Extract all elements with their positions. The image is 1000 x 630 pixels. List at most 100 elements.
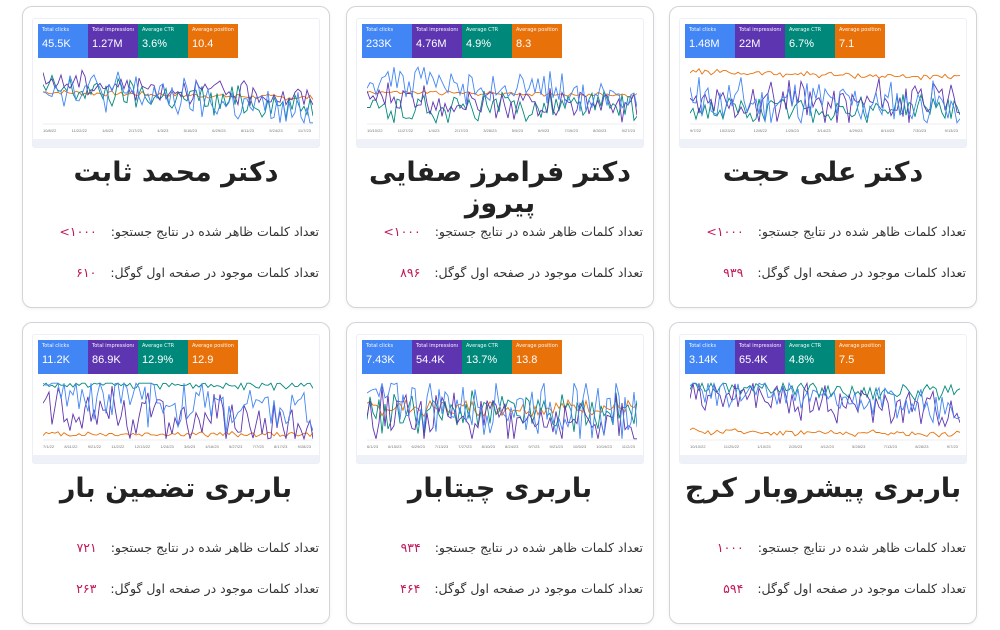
metric-total-clicks[interactable]: Total clicks 7.43K [362,340,412,374]
search-console-screenshot: Total clicks 45.5K Total impressions 1.27M… [33,19,319,147]
metric-value: 6.7% [789,38,815,50]
trend-lines [690,68,960,125]
metric-average-ctr[interactable]: Average CTR 3.6% [138,24,188,58]
metric-total-impressions[interactable]: Total impressions 86.9K [88,340,138,374]
date-tick-label: 9/7/23 [946,444,958,449]
metric-tiles: Total clicks 3.14K Total impressions 65.4K… [685,340,885,374]
date-tick-label: 6/1/23 [367,444,379,449]
date-tick-label: 3/14/23 [817,128,831,133]
date-tick-label: 2/25/23 [788,444,803,449]
metric-average-ctr[interactable]: Average CTR 13.7% [462,340,512,374]
metric-value: 4.8% [789,354,815,366]
keywords-first-page-value: ۵۹۴ [723,580,744,596]
metric-total-clicks[interactable]: Total clicks 45.5K [38,24,88,58]
date-tick-label: 1/24/23 [160,444,174,449]
metric-label: Average CTR [789,27,822,33]
metric-total-impressions[interactable]: Total impressions 22M [735,24,785,58]
date-tick-label: 6/29/23 [212,128,226,133]
metric-value: 10.4 [192,38,214,50]
metric-label: Total clicks [42,343,70,349]
metric-tiles: Total clicks 45.5K Total impressions 1.27M… [38,24,238,58]
date-tick-label: 8/24/23 [505,444,519,449]
metric-average-position[interactable]: Average position 10.4 [188,24,238,58]
metric-label: Total impressions [92,27,134,33]
metric-average-ctr[interactable]: Average CTR 12.9% [138,340,188,374]
metric-average-position[interactable]: Average position 13.8 [512,340,562,374]
date-axis: 9/7/22 10/23/22 12/8/22 1/25/23 3/14/23 4/29/… [690,128,958,133]
date-axis: 10/10/22 11/25/22 1/10/23 2/25/23 4/12/23 5/2… [690,444,958,449]
metric-total-clicks[interactable]: Total clicks 11.2K [38,340,88,374]
metric-average-ctr[interactable]: Average CTR 6.7% [785,24,835,58]
metric-label: Total clicks [689,27,717,33]
card-title: باربری چیتابار [407,473,593,504]
metric-value: 12.9% [142,354,174,366]
metric-total-clicks[interactable]: Total clicks 233K [362,24,412,58]
performance-line-chart [690,65,960,125]
trend-lines [367,382,637,441]
report-card: Total clicks 45.5K Total impressions 1.27M… [22,6,330,308]
date-tick-label: 7/19/23 [564,128,578,133]
date-tick-label: 9/21/22 [87,444,102,449]
metric-label: Total impressions [739,27,781,33]
report-card: Total clicks 7.43K Total impressions 54.4K… [346,322,654,624]
trend-lines [367,66,637,125]
date-tick-label: 10/19/23 [596,444,612,449]
clicks-series-line [43,381,313,434]
metric-value: 1.48M [689,38,720,50]
keywords-first-page-value: ۲۶۳ [76,580,97,596]
metric-average-position[interactable]: Average position 8.3 [512,24,562,58]
metric-tiles: Total clicks 7.43K Total impressions 54.4K… [362,340,562,374]
metric-label: Average CTR [466,343,499,349]
report-card: Total clicks 3.14K Total impressions 65.4K… [669,322,977,624]
keywords-shown-label: تعداد کلمات ظاهر شده در نتایج جستجو: [110,539,319,555]
date-tick-label: 1/25/23 [785,128,799,133]
date-tick-label: 9/28/23 [297,444,311,449]
metric-label: Average position [192,27,234,33]
date-tick-label: 2/17/23 [454,128,468,133]
metric-average-position[interactable]: Average position 7.5 [835,340,885,374]
keywords-first-page-row: تعداد کلمات موجود در صفحه اول گوگل: ۹۳۹ [723,262,966,282]
impressions-series-line [43,68,313,107]
date-tick-label: 8/11/23 [240,128,254,133]
metric-total-impressions[interactable]: Total impressions 1.27M [88,24,138,58]
keywords-first-page-label: تعداد کلمات موجود در صفحه اول گوگل: [110,264,319,280]
metric-average-position[interactable]: Average position 12.9 [188,340,238,374]
card-title: باربری پیشروبار کرج [684,473,962,504]
trend-lines [43,381,313,441]
chart-footer-band [357,139,643,147]
chart-footer-band [680,455,966,463]
metric-total-clicks[interactable]: Total clicks 3.14K [685,340,735,374]
chart-footer-band [33,139,319,147]
ctr-series-line [43,382,313,392]
keywords-shown-value: ۹۳۴ [400,539,421,555]
metric-average-ctr[interactable]: Average CTR 4.9% [462,24,512,58]
metric-total-impressions[interactable]: Total impressions 54.4K [412,340,462,374]
metric-total-impressions[interactable]: Total impressions 65.4K [735,340,785,374]
clicks-series-line [367,66,637,112]
keywords-shown-value: ۱۰۰۰> [706,223,744,239]
search-console-screenshot: Total clicks 7.43K Total impressions 54.4K… [357,335,643,463]
metric-total-impressions[interactable]: Total impressions 4.76M [412,24,462,58]
card-title: دکتر محمد ثابت [73,157,279,188]
clicks-series-line [43,71,313,125]
keywords-shown-row: تعداد کلمات ظاهر شده در نتایج جستجو: ۷۲۱ [77,537,319,557]
date-tick-label: 12/8/22 [753,128,767,133]
metric-average-position[interactable]: Average position 7.1 [835,24,885,58]
metric-value: 233K [366,38,392,50]
ctr-series-line [690,93,960,124]
metric-total-clicks[interactable]: Total clicks 1.48M [685,24,735,58]
date-tick-label: 10/23/22 [719,128,736,133]
metric-value: 8.3 [516,38,532,50]
date-tick-label: 7/1/22 [43,444,55,449]
keywords-shown-value: ۱۰۰۰ [716,539,744,555]
keywords-shown-value: ۱۰۰۰> [383,223,421,239]
date-tick-label: 2/17/23 [128,128,142,133]
date-tick-label: 10/10/22 [367,128,383,133]
metric-label: Average position [839,27,881,33]
card-title: دکتر فرامرز صفایی پیروز [368,157,632,219]
date-tick-label: 9/7/22 [690,128,702,133]
report-card: Total clicks 11.2K Total impressions 86.9K… [22,322,330,624]
metric-average-ctr[interactable]: Average CTR 4.8% [785,340,835,374]
card-title: دکتر علی حجت [722,157,924,188]
keywords-first-page-value: ۴۶۴ [400,580,421,596]
